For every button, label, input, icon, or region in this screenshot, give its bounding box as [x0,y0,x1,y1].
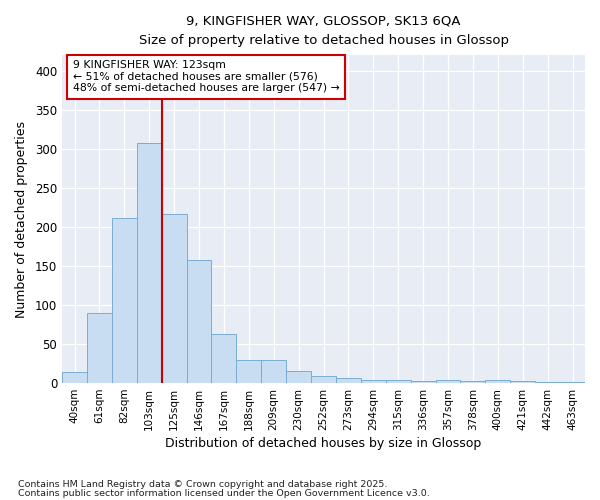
Bar [211,334,236,383]
Bar [112,218,137,383]
Bar [460,380,485,383]
Bar [87,313,112,383]
Bar [560,382,585,383]
Bar [535,382,560,383]
Bar [236,360,261,383]
Bar [410,380,436,383]
Bar [62,372,87,383]
Title: 9, KINGFISHER WAY, GLOSSOP, SK13 6QA
Size of property relative to detached house: 9, KINGFISHER WAY, GLOSSOP, SK13 6QA Siz… [139,15,509,47]
Text: 9 KINGFISHER WAY: 123sqm
← 51% of detached houses are smaller (576)
48% of semi-: 9 KINGFISHER WAY: 123sqm ← 51% of detach… [73,60,339,93]
Bar [510,380,535,383]
Bar [386,380,410,383]
Bar [286,372,311,383]
Bar [187,260,211,383]
Bar [485,380,510,383]
Bar [336,378,361,383]
Text: Contains HM Land Registry data © Crown copyright and database right 2025.: Contains HM Land Registry data © Crown c… [18,480,388,489]
Bar [311,376,336,383]
Bar [261,360,286,383]
Bar [161,214,187,383]
Bar [137,144,161,383]
Y-axis label: Number of detached properties: Number of detached properties [15,120,28,318]
Bar [436,380,460,383]
X-axis label: Distribution of detached houses by size in Glossop: Distribution of detached houses by size … [166,437,482,450]
Text: Contains public sector information licensed under the Open Government Licence v3: Contains public sector information licen… [18,488,430,498]
Bar [361,380,386,383]
